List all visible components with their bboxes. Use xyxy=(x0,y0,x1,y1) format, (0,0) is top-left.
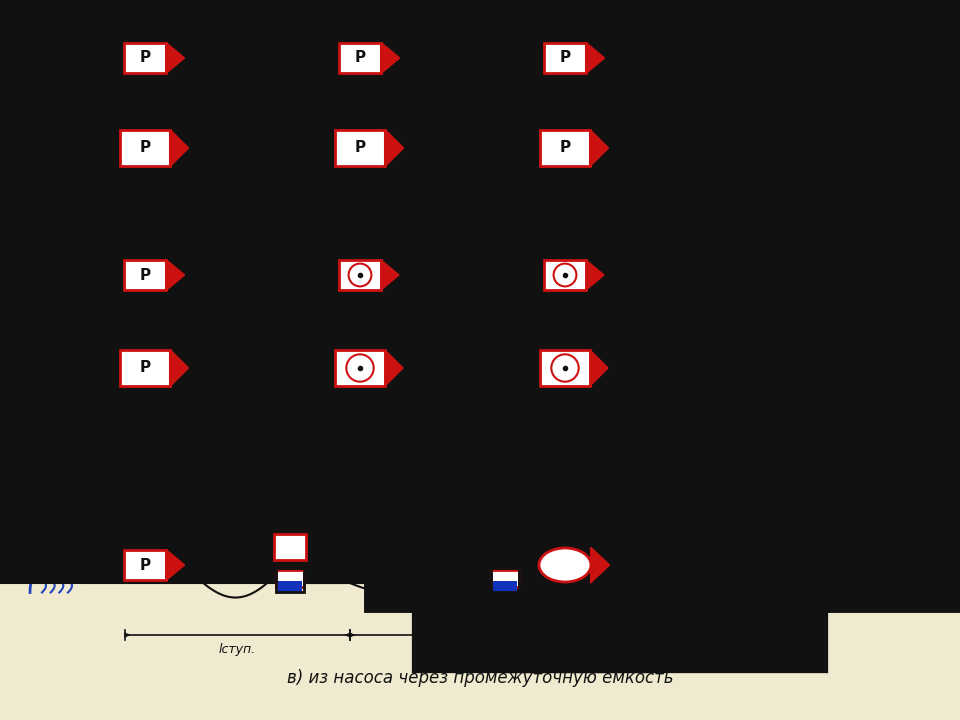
Text: 50: 50 xyxy=(816,120,832,132)
Bar xyxy=(276,568,304,592)
Text: P: P xyxy=(139,268,151,282)
Text: lгол.: lгол. xyxy=(628,438,658,451)
Text: lступ.: lступ. xyxy=(434,213,471,226)
Text: 70: 70 xyxy=(816,52,832,65)
Bar xyxy=(493,581,517,592)
Polygon shape xyxy=(170,350,188,386)
Polygon shape xyxy=(170,130,188,166)
Polygon shape xyxy=(166,260,184,290)
Circle shape xyxy=(348,264,372,287)
Polygon shape xyxy=(381,43,399,73)
Circle shape xyxy=(551,354,579,382)
Text: б) из насоса в цистерну: б) из насоса в цистерну xyxy=(375,451,585,469)
Bar xyxy=(335,350,385,386)
Text: 50: 50 xyxy=(816,246,832,259)
Text: 50: 50 xyxy=(816,536,832,549)
Text: lступ.: lступ. xyxy=(219,643,256,656)
Bar xyxy=(544,43,586,73)
Text: P: P xyxy=(139,361,151,376)
Bar xyxy=(491,570,519,587)
Bar xyxy=(274,534,306,560)
Polygon shape xyxy=(166,550,184,580)
Bar xyxy=(339,260,381,290)
Text: 50: 50 xyxy=(816,163,832,176)
Bar xyxy=(124,260,166,290)
Bar xyxy=(278,581,302,592)
Polygon shape xyxy=(586,260,604,290)
Polygon shape xyxy=(590,130,608,166)
Bar xyxy=(540,350,590,386)
Text: lгол.: lгол. xyxy=(628,213,658,226)
Text: 50: 50 xyxy=(816,290,832,304)
Text: 70: 70 xyxy=(816,361,832,374)
Text: а) из насоса в насос: а) из насоса в насос xyxy=(392,223,568,241)
Text: lступ.: lступ. xyxy=(434,643,471,656)
Polygon shape xyxy=(166,43,184,73)
Bar xyxy=(544,260,586,290)
Polygon shape xyxy=(381,260,399,290)
Text: в) из насоса через промежуточную емкость: в) из насоса через промежуточную емкость xyxy=(287,669,673,687)
Bar xyxy=(339,43,381,73)
Text: 50: 50 xyxy=(816,30,832,42)
Polygon shape xyxy=(590,350,608,386)
Bar xyxy=(124,550,166,580)
Ellipse shape xyxy=(539,548,591,582)
Bar xyxy=(120,130,170,166)
Bar xyxy=(276,570,304,587)
Polygon shape xyxy=(385,130,403,166)
Polygon shape xyxy=(586,43,604,73)
Text: 50: 50 xyxy=(816,340,832,353)
Text: P: P xyxy=(354,140,366,156)
Text: 70: 70 xyxy=(816,559,832,572)
Bar xyxy=(335,130,385,166)
Bar xyxy=(124,43,166,73)
Text: P: P xyxy=(354,50,366,66)
Text: 50: 50 xyxy=(816,580,832,593)
Text: 70: 70 xyxy=(816,269,832,282)
Bar xyxy=(120,350,170,386)
Text: P: P xyxy=(139,140,151,156)
Text: lгол.: lгол. xyxy=(628,643,658,656)
Text: 50: 50 xyxy=(816,384,832,397)
Circle shape xyxy=(347,354,373,382)
Bar xyxy=(491,568,519,592)
Text: 70: 70 xyxy=(816,142,832,155)
Bar xyxy=(540,130,590,166)
Polygon shape xyxy=(385,350,403,386)
Text: P: P xyxy=(560,50,570,66)
Text: lступ.: lступ. xyxy=(434,438,471,451)
Circle shape xyxy=(554,264,576,287)
Text: P: P xyxy=(139,557,151,572)
Text: lступ.: lступ. xyxy=(219,213,256,226)
Text: 50: 50 xyxy=(816,73,832,86)
Polygon shape xyxy=(591,548,609,582)
Text: P: P xyxy=(139,50,151,66)
Text: P: P xyxy=(560,140,570,156)
Text: lступ.: lступ. xyxy=(219,438,256,451)
